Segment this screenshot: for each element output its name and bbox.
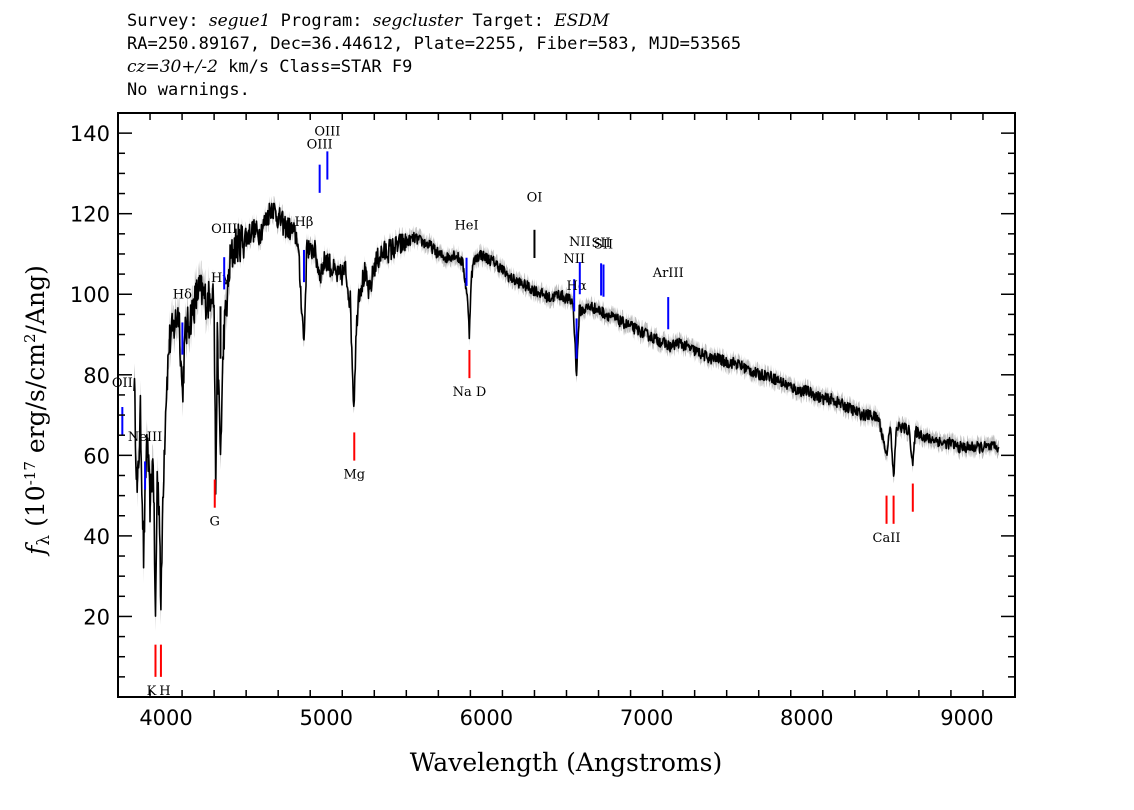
y-tick-label: 20	[83, 605, 110, 629]
emission-label-4: OIII	[211, 222, 237, 237]
class-text: km/s Class=STAR F9	[217, 57, 413, 77]
emission-label-9: OI	[527, 191, 543, 206]
emission-label-14: SII	[594, 237, 613, 252]
emission-label-11: Hα	[567, 279, 587, 294]
emission-label-3: Hγ	[211, 271, 230, 286]
y-tick-label: 80	[83, 364, 110, 388]
redshift-value: cz=30+/-2	[127, 57, 218, 77]
target-label: Target:	[462, 11, 555, 31]
spectrum-header: Survey: segue1 Program: segcluster Targe…	[127, 10, 741, 102]
emission-label-6: OIII	[307, 138, 333, 153]
x-tick-label: 8000	[780, 706, 833, 730]
header-line-survey: Survey: segue1 Program: segcluster Targe…	[127, 10, 741, 33]
emission-label-5: Hβ	[295, 215, 314, 230]
absorption-label-5: CaII	[873, 531, 901, 546]
x-tick-label: 6000	[460, 706, 513, 730]
program-value: segcluster	[372, 11, 463, 31]
plot-frame	[117, 112, 1016, 698]
x-tick-label: 5000	[300, 706, 353, 730]
absorption-label-4: Na D	[453, 385, 487, 400]
flux-layer	[133, 202, 1000, 617]
y-tick-label: 100	[70, 283, 110, 307]
target-value: ESDM	[554, 11, 610, 31]
survey-value: segue1	[208, 11, 271, 31]
x-tick-label: 7000	[620, 706, 673, 730]
x-axis-title: Wavelength (Angstroms)	[410, 748, 722, 777]
y-tick-label: 140	[70, 122, 110, 146]
emission-label-1: NeIII	[128, 430, 162, 445]
x-tick-label: 9000	[940, 706, 993, 730]
flux-line	[133, 202, 1000, 617]
absorption-label-0: K	[147, 684, 157, 699]
header-line-coordinates: RA=250.89167, Dec=36.44612, Plate=2255, …	[127, 34, 742, 54]
emission-label-2: Hδ	[173, 287, 192, 302]
emission-label-0: OII	[112, 376, 133, 391]
survey-label: Survey:	[127, 11, 209, 31]
emission-label-8: HeI	[454, 219, 478, 234]
x-tick-label: 4000	[139, 706, 192, 730]
emission-label-15: ArIII	[652, 266, 684, 281]
emission-label-7: OIII	[314, 124, 340, 139]
header-line-redshift: cz=30+/-2 km/s Class=STAR F9	[127, 56, 741, 79]
y-tick-label: 60	[83, 444, 110, 468]
absorption-label-1: H	[159, 684, 170, 699]
emission-label-12: NII	[569, 235, 591, 250]
emission-label-10: NII	[563, 252, 585, 267]
program-label: Program:	[270, 11, 373, 31]
y-tick-label: 40	[83, 525, 110, 549]
y-tick-label: 120	[70, 203, 110, 227]
header-line-warnings: No warnings.	[127, 80, 250, 100]
axes-layer: 4000 5000 6000 7000 8000 9000 20 40 60 80 100 120 14…	[70, 112, 1016, 730]
y-axis-title: fλ (10-17 erg/s/cm2/Ang)	[21, 265, 54, 557]
emission-label-13: SII	[592, 236, 611, 251]
absorption-label-3: Mg	[343, 468, 365, 483]
absorption-label-2: G	[210, 515, 220, 530]
